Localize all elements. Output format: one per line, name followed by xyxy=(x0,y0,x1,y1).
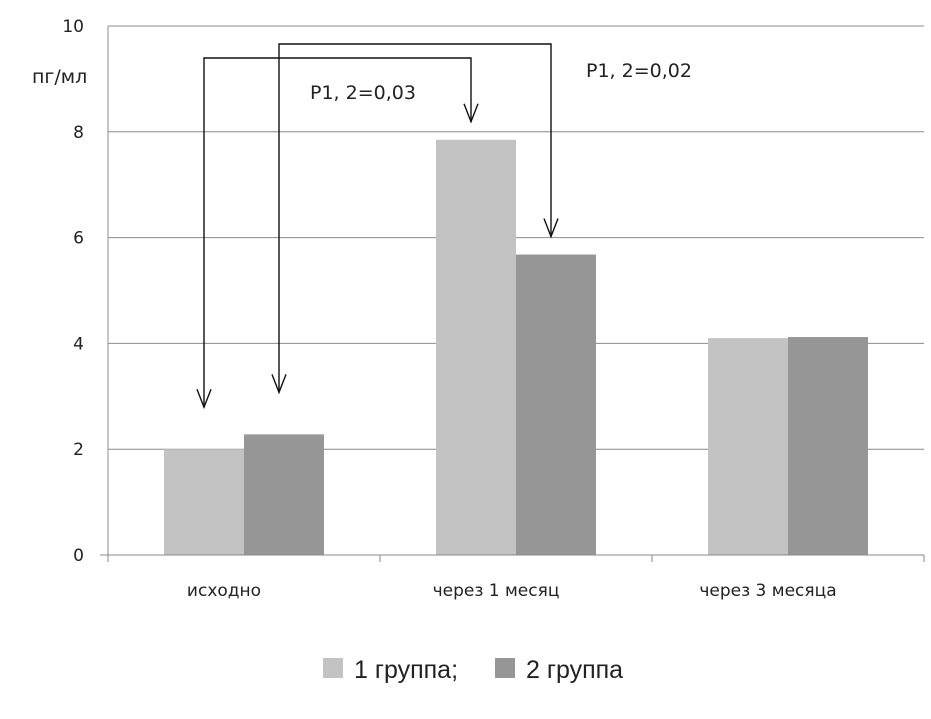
y-tick-label: 10 xyxy=(62,17,84,37)
x-category-labels: исходно через 1 месяц через 3 месяца xyxy=(187,581,837,601)
y-tick-label: 8 xyxy=(73,123,84,143)
significance-arrows: P1, 2=0,03 P1, 2=0,02 xyxy=(196,43,692,410)
x-tick-marks xyxy=(107,555,925,562)
legend-label-2: 2 группа xyxy=(526,656,623,684)
arrow-head xyxy=(543,218,559,239)
bar-series-1-2 xyxy=(436,139,516,556)
significance-arrow-2: P1, 2=0,02 xyxy=(271,43,692,395)
bar-series-1-3 xyxy=(708,338,788,555)
arrow-path xyxy=(203,57,472,408)
x-category-label: через 3 месяца xyxy=(699,581,836,601)
bars xyxy=(164,139,868,556)
arrow-path xyxy=(278,43,552,393)
y-tick-labels: 0 2 4 6 8 10 xyxy=(62,17,84,566)
legend: 1 группа; 2 группа xyxy=(323,656,623,684)
p-value-annotation: P1, 2=0,02 xyxy=(586,60,692,82)
y-axis-label: пг/мл xyxy=(32,66,87,88)
bar-series-1-1 xyxy=(164,449,244,555)
arrow-head xyxy=(463,103,479,124)
x-category-label: исходно xyxy=(187,581,261,601)
y-tick-label: 4 xyxy=(73,334,84,354)
y-tick-label: 6 xyxy=(73,229,84,249)
p-value-annotation: P1, 2=0,03 xyxy=(310,82,416,104)
bar-series-2-2 xyxy=(516,254,596,555)
x-category-label: через 1 месяц xyxy=(433,581,560,601)
y-tick-label: 2 xyxy=(73,440,84,460)
arrow-head xyxy=(196,388,212,410)
significance-arrow-1: P1, 2=0,03 xyxy=(196,57,479,410)
arrow-head xyxy=(271,374,287,395)
legend-swatch-2 xyxy=(495,658,515,678)
legend-label-1: 1 группа; xyxy=(354,656,458,684)
bar-series-2-1 xyxy=(244,434,324,555)
y-tick-label: 0 xyxy=(73,546,84,566)
legend-swatch-1 xyxy=(323,658,343,678)
bar-series-2-3 xyxy=(788,337,868,555)
